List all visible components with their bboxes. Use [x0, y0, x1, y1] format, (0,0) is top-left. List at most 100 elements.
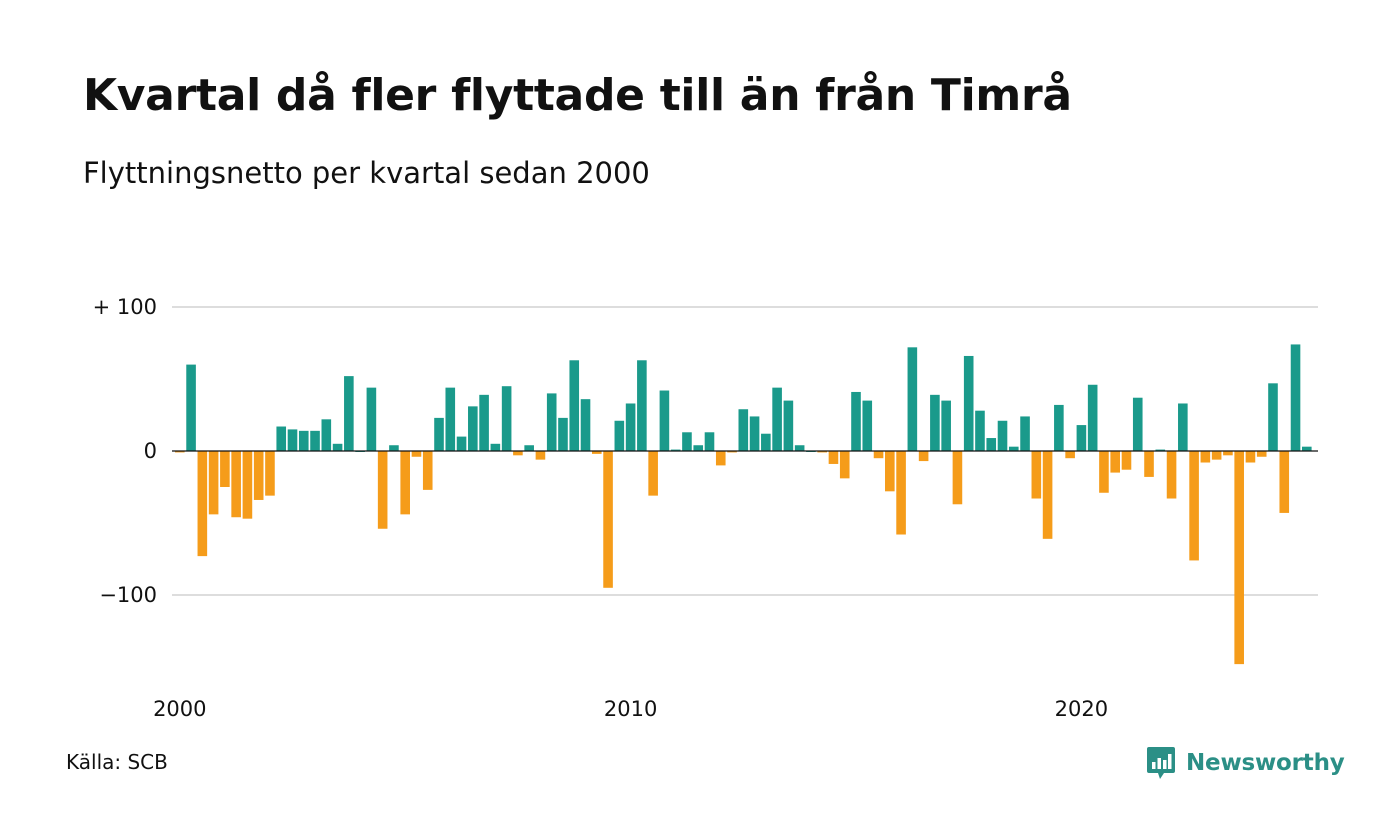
- bar-2020K2: [1087, 384, 1098, 451]
- bar-2017K1: [941, 400, 951, 451]
- bar-2010K3: [648, 451, 658, 496]
- bar-2022K4: [1200, 451, 1211, 463]
- bar-2015K2: [862, 400, 873, 451]
- newsworthy-logo-icon: [1147, 747, 1175, 779]
- bar-2009K4: [614, 420, 625, 451]
- bar-2008K2: [546, 393, 557, 451]
- bar-2024K2: [1268, 383, 1278, 451]
- bar-2022K2: [1178, 403, 1188, 451]
- bar-2001K1: [220, 451, 230, 487]
- bar-2002K3: [287, 429, 298, 451]
- bar-2007K4: [524, 445, 534, 451]
- grid-layer: [172, 306, 1318, 596]
- bar-2021K3: [1144, 451, 1154, 477]
- bar-2006K1: [445, 387, 456, 451]
- bar-2000K1: [175, 451, 185, 453]
- x-tick-label: 2000: [153, 697, 206, 721]
- y-tick-label: + 100: [93, 295, 157, 319]
- bar-2024K4: [1290, 344, 1301, 451]
- y-axis-labels: + 100 0 −100: [93, 295, 157, 607]
- bar-2012K2: [727, 451, 737, 453]
- bar-2023K3: [1234, 451, 1244, 665]
- bar-2002K4: [298, 430, 309, 451]
- bar-2007K1: [490, 443, 501, 451]
- bar-2013K1: [761, 433, 771, 451]
- bar-2018K2: [997, 420, 1008, 451]
- bar-2017K2: [952, 451, 963, 505]
- bar-2001K3: [242, 451, 253, 519]
- bar-2023K4: [1245, 451, 1256, 463]
- bar-2019K4: [1065, 451, 1075, 459]
- bar-2016K3: [918, 451, 929, 462]
- bar-2022K1: [1166, 451, 1177, 499]
- bar-2007K2: [501, 386, 512, 451]
- bar-2003K1: [310, 430, 320, 451]
- bar-2019K1: [1031, 451, 1042, 499]
- bar-2017K3: [963, 355, 974, 451]
- bar-2010K4: [659, 390, 670, 451]
- bar-2010K2: [637, 360, 647, 451]
- x-tick-label: 2020: [1055, 697, 1108, 721]
- bar-2019K3: [1054, 404, 1064, 451]
- bar-2019K2: [1042, 451, 1053, 539]
- bar-2025K1: [1302, 446, 1312, 451]
- y-tick-label: −100: [99, 583, 157, 607]
- bar-2000K2: [186, 364, 196, 451]
- bar-2011K2: [682, 432, 692, 451]
- bar-2003K3: [332, 443, 343, 451]
- bar-2024K3: [1279, 451, 1290, 513]
- bar-2020K1: [1076, 425, 1087, 451]
- x-axis-labels: 2000 2010 2020: [153, 697, 1108, 721]
- bar-2015K4: [885, 451, 895, 492]
- bar-2004K4: [389, 445, 399, 451]
- bar-2012K4: [749, 416, 760, 451]
- bar-2002K1: [265, 451, 275, 496]
- bar-2020K3: [1099, 451, 1109, 493]
- bar-2009K3: [603, 451, 613, 588]
- bar-2020K4: [1110, 451, 1121, 473]
- bar-2008K3: [558, 417, 568, 451]
- bar-2013K2: [772, 387, 782, 451]
- bar-2004K2: [366, 387, 377, 451]
- newsworthy-logo[interactable]: Newsworthy: [1146, 743, 1345, 783]
- bar-2013K4: [794, 445, 805, 451]
- bar-2016K4: [930, 394, 940, 451]
- bar-2005K4: [434, 417, 444, 451]
- bar-2023K2: [1223, 451, 1233, 456]
- bar-2002K2: [276, 426, 287, 451]
- y-tick-label: 0: [144, 439, 157, 463]
- bar-2014K2: [817, 451, 827, 453]
- chart-title: Kvartal då fler flyttade till än från Ti…: [83, 70, 1072, 121]
- bar-2014K4: [839, 451, 850, 479]
- bar-2000K4: [208, 451, 219, 515]
- bar-2009K2: [591, 451, 602, 454]
- bar-2014K3: [828, 451, 839, 464]
- bar-2005K2: [411, 451, 422, 457]
- bar-2000K3: [197, 451, 208, 557]
- bar-2006K4: [479, 394, 489, 451]
- bar-2006K2: [456, 436, 467, 451]
- bar-2001K2: [231, 451, 241, 518]
- bar-2021K4: [1155, 449, 1166, 451]
- bar-2008K4: [569, 360, 580, 451]
- bars-layer: [175, 344, 1312, 665]
- brand-name: Newsworthy: [1186, 750, 1345, 776]
- bar-2012K1: [715, 451, 726, 466]
- bar-2013K3: [783, 400, 794, 451]
- bar-2011K4: [704, 432, 715, 451]
- bar-2022K3: [1189, 451, 1199, 561]
- bar-2016K2: [907, 347, 918, 451]
- bar-2021K2: [1132, 397, 1143, 451]
- bar-2009K1: [580, 399, 591, 451]
- bar-2018K1: [986, 438, 997, 451]
- bar-2004K3: [377, 451, 388, 529]
- bar-2011K1: [670, 449, 681, 451]
- bar-2003K2: [321, 419, 332, 451]
- bar-2015K1: [851, 391, 861, 451]
- bar-2005K1: [400, 451, 410, 515]
- bar-2006K3: [468, 406, 478, 451]
- bar-2008K1: [535, 451, 546, 460]
- bar-2018K3: [1008, 446, 1019, 451]
- bar-2023K1: [1211, 451, 1222, 460]
